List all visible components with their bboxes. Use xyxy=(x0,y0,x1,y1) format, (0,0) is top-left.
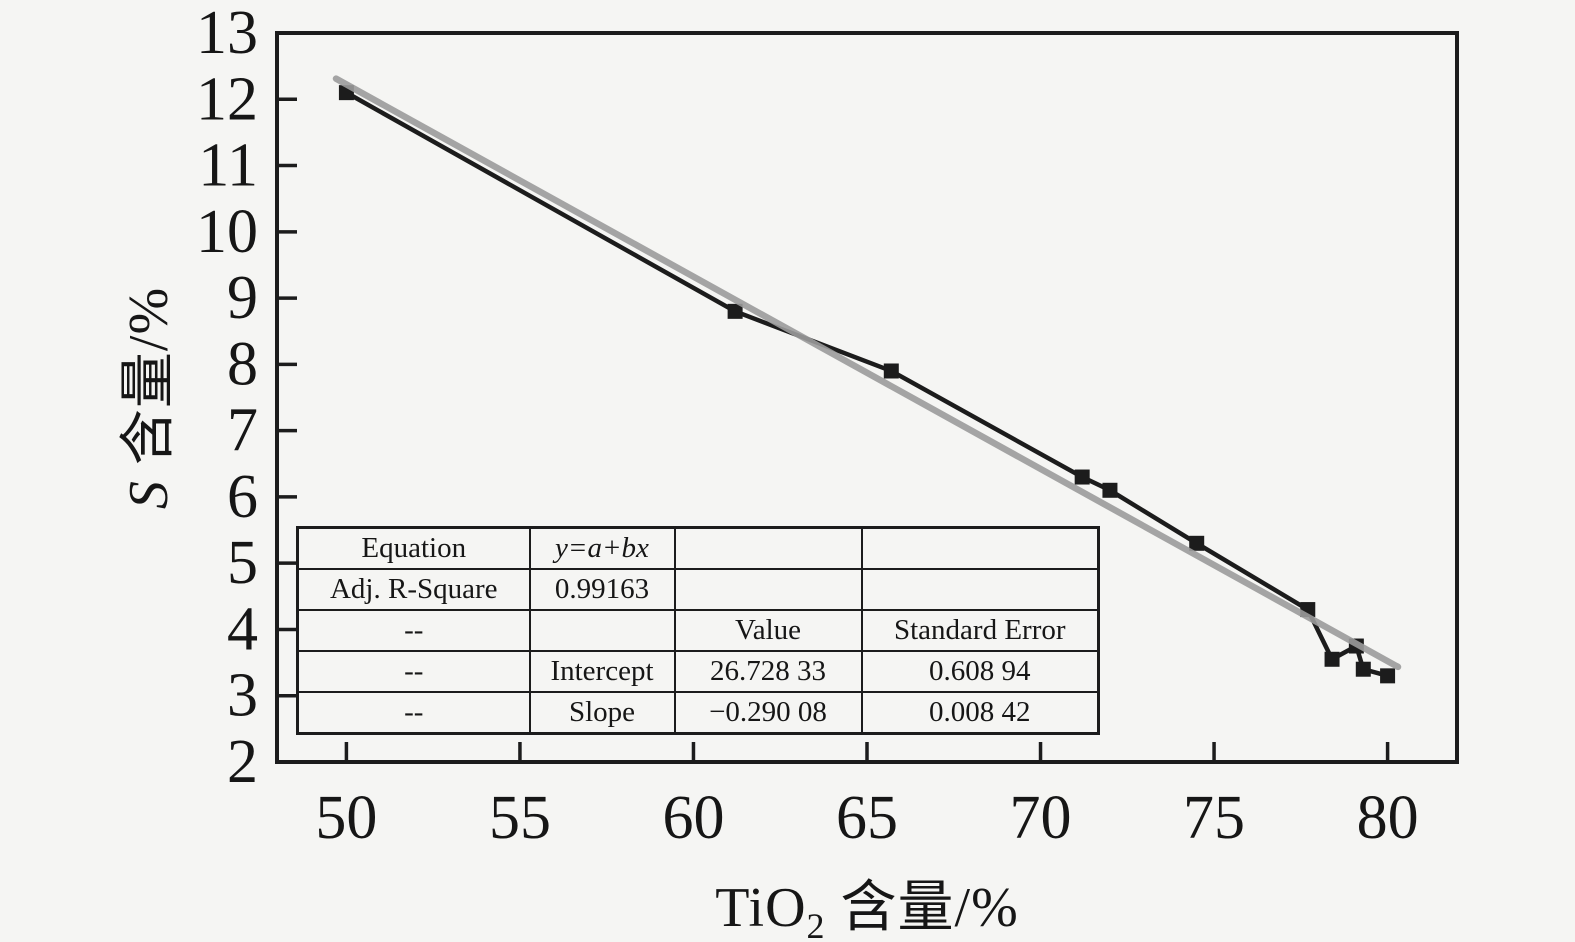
fit-line xyxy=(332,75,1402,671)
data-point-marker xyxy=(727,303,743,319)
data-point-marker xyxy=(1074,469,1090,485)
y-tick-label: 4 xyxy=(227,595,258,663)
stats-cell xyxy=(673,526,863,570)
stats-cell: 26.728 33 xyxy=(673,650,863,693)
stats-cell: -- xyxy=(296,609,531,652)
data-point-marker xyxy=(1189,535,1205,551)
y-tick-label: 6 xyxy=(227,463,258,531)
stats-row-headers: -- Value Standard Error xyxy=(296,609,1100,652)
y-tick-label: 7 xyxy=(227,397,258,465)
y-tick-label: 9 xyxy=(227,264,258,332)
stats-cell xyxy=(860,568,1100,611)
stats-row-equation: Equation y=a+bx xyxy=(296,526,1100,570)
x-tick-label: 80 xyxy=(1357,784,1419,852)
regression-stats-table: Equation y=a+bx Adj. R-Square 0.99163 --… xyxy=(296,526,1100,735)
y-tick-label: 12 xyxy=(196,65,258,133)
stats-cell: Slope xyxy=(528,691,676,735)
stats-cell: y=a+bx xyxy=(528,526,676,570)
x-axis-title: TiO2 含量/% xyxy=(467,862,1267,942)
stats-cell: Adj. R-Square xyxy=(296,568,531,611)
y-tick-label: 2 xyxy=(227,728,258,796)
stats-row-intercept: -- Intercept 26.728 33 0.608 94 xyxy=(296,650,1100,693)
y-axis-title-unit: 含量/% xyxy=(118,286,180,481)
stats-cell xyxy=(673,568,863,611)
x-axis-title-base: TiO xyxy=(715,877,807,939)
stats-cell: -- xyxy=(296,691,531,735)
stats-cell xyxy=(528,609,676,652)
x-tick-label: 60 xyxy=(662,784,724,852)
y-tick-label: 10 xyxy=(196,198,258,266)
x-tick-label: 70 xyxy=(1010,784,1072,852)
y-tick-label: 5 xyxy=(227,529,258,597)
y-tick-label: 8 xyxy=(227,330,258,398)
x-tick-label: 55 xyxy=(489,784,551,852)
stats-cell xyxy=(860,526,1100,570)
x-tick-label: 75 xyxy=(1183,784,1245,852)
stats-cell: -- xyxy=(296,650,531,693)
x-axis-title-subscript: 2 xyxy=(806,906,826,942)
y-tick-label: 13 xyxy=(196,0,258,67)
stats-cell: Standard Error xyxy=(860,609,1100,652)
stats-cell: 0.608 94 xyxy=(860,650,1100,693)
stats-cell: Intercept xyxy=(528,650,676,693)
x-axis-title-unit: 含量/% xyxy=(825,877,1019,939)
data-point-marker xyxy=(1380,668,1396,684)
data-point-marker xyxy=(1324,651,1340,667)
x-tick-label: 65 xyxy=(836,784,898,852)
stats-row-slope: -- Slope −0.290 08 0.008 42 xyxy=(296,691,1100,735)
data-point-marker xyxy=(1102,482,1118,498)
y-tick-label: 11 xyxy=(198,132,258,200)
data-point-marker xyxy=(1355,661,1371,677)
stats-cell: 0.99163 xyxy=(528,568,676,611)
y-tick-label: 3 xyxy=(227,662,258,730)
data-point-marker xyxy=(883,363,899,379)
y-axis-title: S 含量/% xyxy=(103,98,180,698)
stats-cell: 0.008 42 xyxy=(860,691,1100,735)
stats-cell: Equation xyxy=(296,526,531,570)
stats-cell: −0.290 08 xyxy=(673,691,863,735)
y-axis-title-variable: S xyxy=(118,480,180,510)
x-tick-label: 50 xyxy=(315,784,377,852)
stats-cell: Value xyxy=(673,609,863,652)
stats-row-rsquare: Adj. R-Square 0.99163 xyxy=(296,568,1100,611)
